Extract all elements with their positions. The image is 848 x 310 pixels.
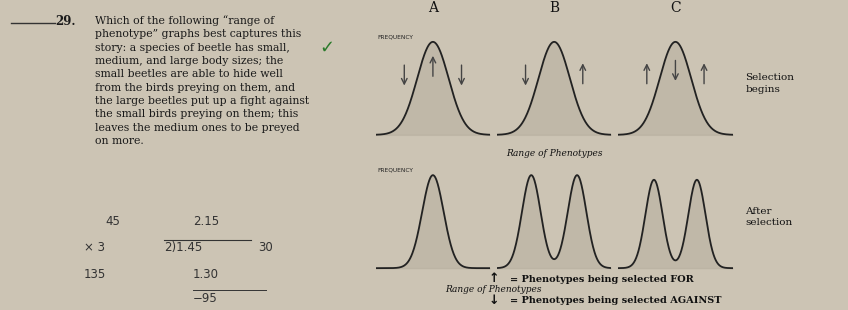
Text: 2.15: 2.15	[193, 215, 219, 228]
Text: = Phenotypes being selected FOR: = Phenotypes being selected FOR	[510, 274, 694, 284]
Text: = Phenotypes being selected AGAINST: = Phenotypes being selected AGAINST	[510, 296, 721, 305]
Text: 30: 30	[259, 241, 273, 254]
Text: FREQUENCY: FREQUENCY	[377, 168, 413, 173]
Text: 1.30: 1.30	[193, 268, 219, 281]
Text: A: A	[428, 2, 438, 16]
Text: C: C	[670, 2, 681, 16]
Text: Selection
begins: Selection begins	[745, 73, 795, 94]
Text: Range of Phenotypes: Range of Phenotypes	[445, 285, 542, 294]
Text: 2)1.45: 2)1.45	[164, 241, 202, 254]
Text: −95: −95	[193, 292, 218, 305]
Text: 29.: 29.	[55, 15, 75, 28]
Text: Range of Phenotypes: Range of Phenotypes	[506, 149, 602, 158]
Text: After
selection: After selection	[745, 206, 793, 228]
Text: ↑: ↑	[488, 272, 499, 286]
Text: ✓: ✓	[320, 39, 335, 57]
Text: 135: 135	[84, 268, 106, 281]
Text: Which of the following “range of
phenotype” graphs best captures this
story: a s: Which of the following “range of phenoty…	[95, 15, 310, 146]
Text: 45: 45	[106, 215, 120, 228]
Text: × 3: × 3	[84, 241, 105, 254]
Text: ↓: ↓	[488, 294, 499, 307]
Text: B: B	[550, 2, 559, 16]
Text: FREQUENCY: FREQUENCY	[377, 34, 413, 39]
